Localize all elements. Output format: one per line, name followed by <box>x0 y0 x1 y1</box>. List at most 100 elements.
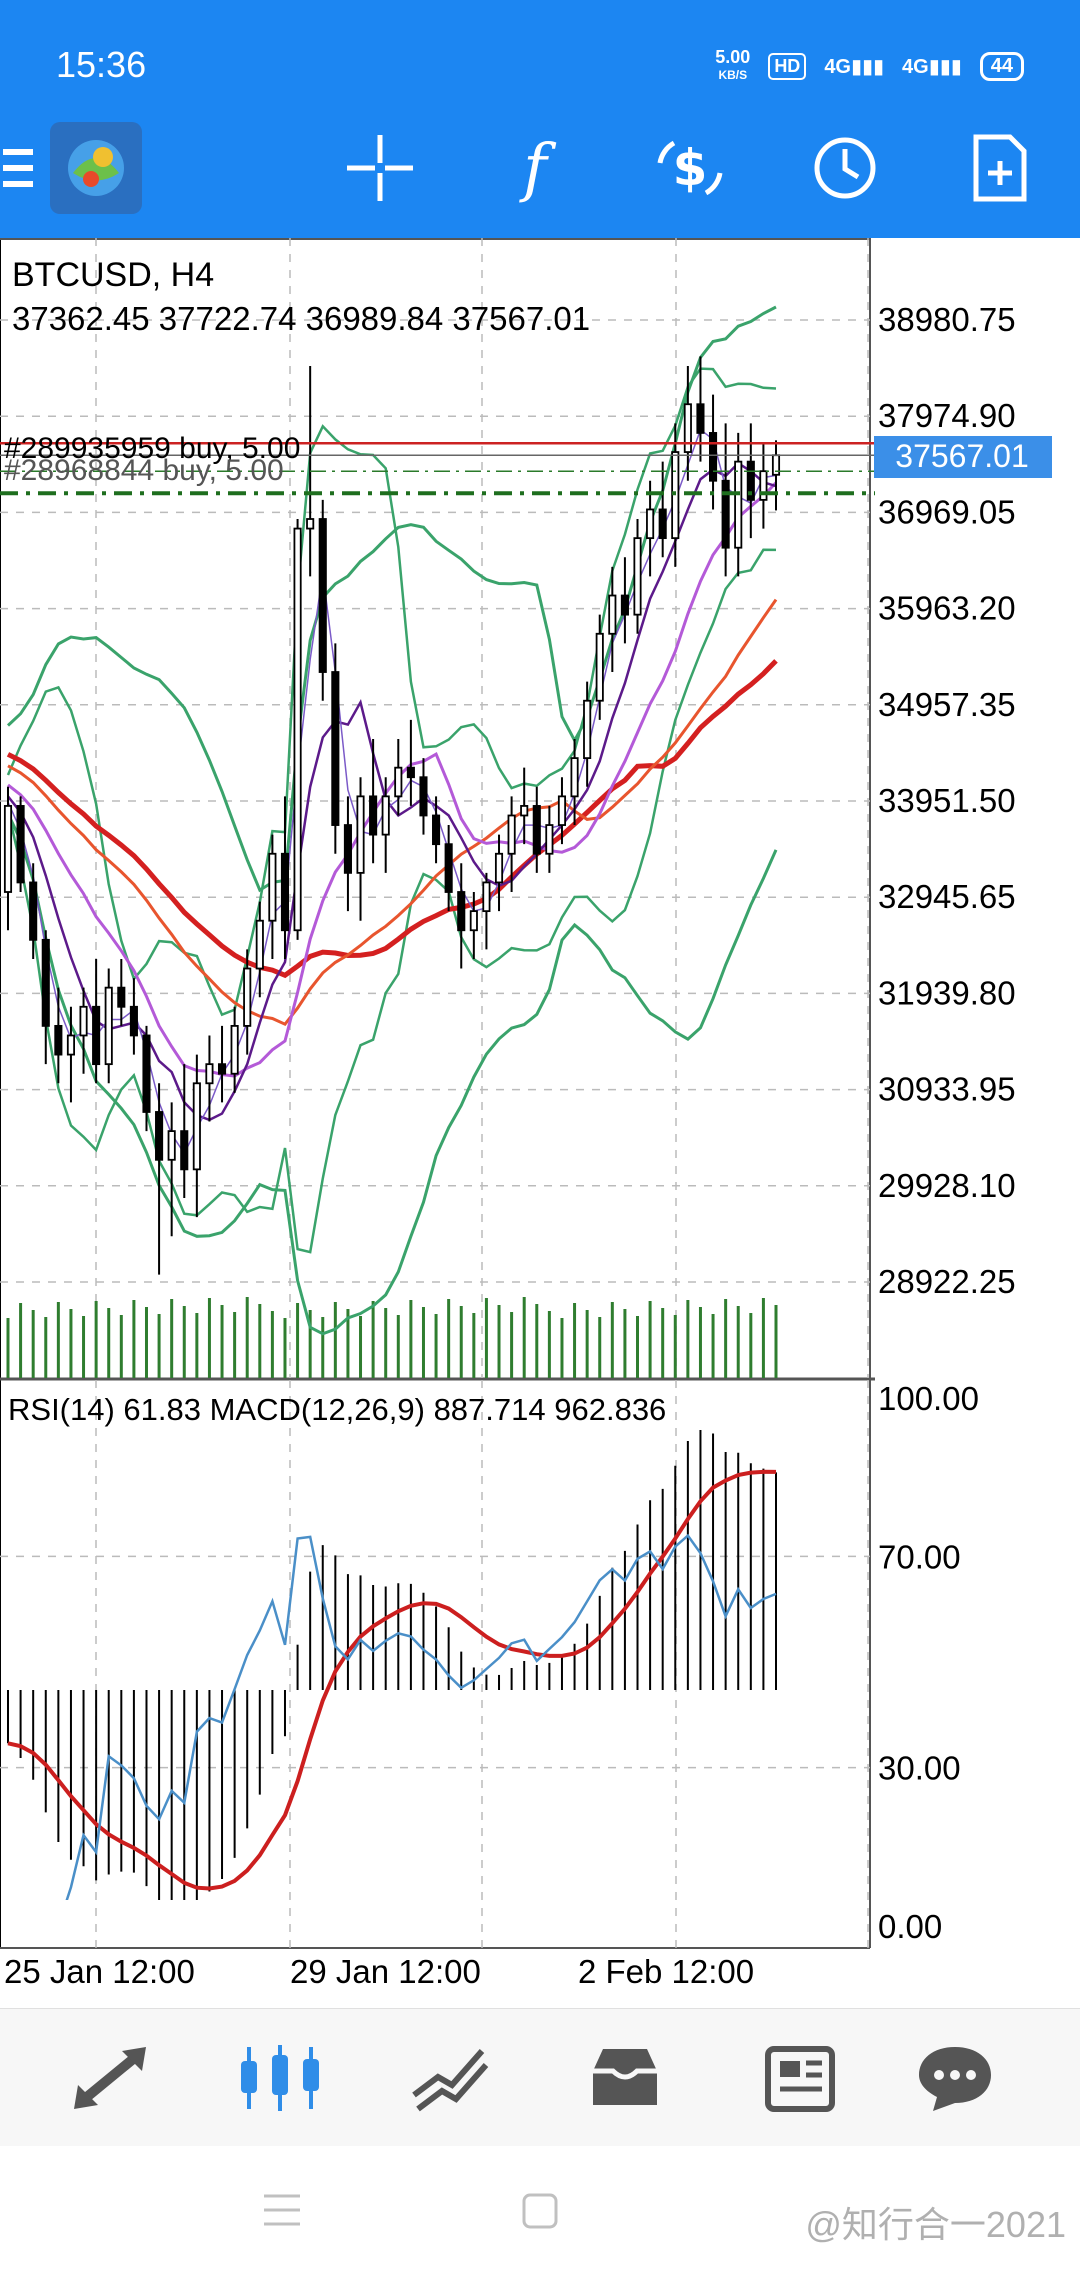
candle-11 <box>142 1025 151 1132</box>
bollinger-lower-fast <box>6 548 777 1254</box>
home-button[interactable] <box>521 2192 559 2235</box>
candle-46 <box>583 681 592 787</box>
chat-icon[interactable] <box>880 2009 1030 2147</box>
price-tick-7: 31939.80 <box>878 974 1016 1011</box>
candle-19 <box>243 949 252 1055</box>
candle-18 <box>230 1006 239 1093</box>
trade-icon[interactable]: $ <box>640 118 740 218</box>
candle-38 <box>482 872 491 950</box>
macd-signal-line <box>7 1469 777 1891</box>
menu-icon[interactable] <box>0 118 40 218</box>
template-icon[interactable] <box>950 118 1050 218</box>
trade-tab-icon[interactable] <box>375 2009 525 2147</box>
quotes-icon[interactable] <box>35 2009 185 2147</box>
candle-8 <box>104 968 113 1084</box>
indicator-tick-2: 30.00 <box>878 1750 961 1787</box>
candle-60 <box>759 442 768 529</box>
candle-61 <box>771 440 781 511</box>
watermark: @知行合一2021 <box>805 2204 1066 2245</box>
price-tick-6: 32945.65 <box>878 878 1016 915</box>
candle-16 <box>205 1035 214 1122</box>
history-icon[interactable] <box>550 2009 700 2147</box>
price-tick-5: 33951.50 <box>878 782 1016 819</box>
candle-40 <box>507 796 516 893</box>
candle-34 <box>432 796 441 864</box>
candle-51 <box>646 480 655 577</box>
candle-49 <box>620 557 629 644</box>
candle-14 <box>180 1064 189 1199</box>
volume-bars <box>6 1297 778 1378</box>
candle-4 <box>54 987 63 1084</box>
candle-22 <box>280 796 290 959</box>
current-price-badge: 37567.01 <box>874 436 1052 478</box>
candle-28 <box>356 777 365 921</box>
indicator-tick-3: 0.00 <box>878 1908 942 1945</box>
indicator-grid <box>0 1380 870 1948</box>
candle-3 <box>41 930 50 1065</box>
ohlc-label: 37362.45 37722.74 36989.84 37567.01 <box>12 300 590 337</box>
indicator-lines <box>7 1469 777 1900</box>
candle-29 <box>369 738 378 864</box>
svg-text:37567.01: 37567.01 <box>895 438 1028 474</box>
signal-1-icon: 4G▮▮▮ <box>824 55 885 78</box>
candle-27 <box>343 796 352 912</box>
indicator-tick-0: 100.00 <box>878 1380 979 1417</box>
price-chart[interactable]: 38980.75 37974.90 36969.05 35963.20 34957.35… <box>0 238 1080 2008</box>
candles <box>3 356 781 1275</box>
date-label-2: 2 Feb 12:00 <box>578 1953 754 1990</box>
price-tick-4: 34957.35 <box>878 686 1016 723</box>
candle-59 <box>746 423 755 539</box>
price-tick-3: 35963.20 <box>878 590 1016 627</box>
indicator-label: RSI(14) 61.83 MACD(12,26,9) 887.714 962.… <box>8 1392 666 1427</box>
ma-slow <box>6 659 778 979</box>
candle-41 <box>520 767 529 845</box>
order-label-2[interactable]: #28968844 buy, 5.00 <box>4 454 284 487</box>
candle-15 <box>192 1054 201 1218</box>
bollinger-upper <box>6 305 777 893</box>
candle-0 <box>3 786 13 931</box>
crosshair-icon[interactable] <box>330 118 430 218</box>
candle-50 <box>633 519 642 634</box>
chart-tab-icon[interactable] <box>205 2009 355 2147</box>
hd-badge: HD <box>768 52 807 80</box>
candle-23 <box>293 519 302 940</box>
price-tick-2: 36969.05 <box>878 493 1016 530</box>
candle-5 <box>66 1006 75 1103</box>
candle-31 <box>394 738 403 816</box>
chart-area[interactable]: 38980.75 37974.90 36969.05 35963.20 34957.35… <box>0 238 1080 2008</box>
candle-25 <box>318 499 327 701</box>
price-tick-1: 37974.90 <box>878 397 1016 434</box>
signal-2-icon: 4G▮▮▮ <box>902 55 962 78</box>
candle-48 <box>608 566 617 673</box>
period-icon[interactable] <box>795 118 895 218</box>
candle-13 <box>167 1102 176 1237</box>
candle-42 <box>532 786 541 873</box>
candle-44 <box>557 777 567 845</box>
news-icon[interactable] <box>725 2009 875 2147</box>
bollinger-lower <box>6 813 778 1336</box>
symbol-label: BTCUSD, H4 <box>12 256 214 294</box>
candle-26 <box>331 643 340 854</box>
candle-10 <box>129 978 138 1055</box>
candle-43 <box>545 805 554 873</box>
ma-medium <box>7 598 778 1027</box>
date-label-0: 25 Jan 12:00 <box>4 1953 195 1990</box>
order-lines <box>0 441 875 496</box>
candle-58 <box>734 432 743 577</box>
candle-20 <box>255 901 264 998</box>
candle-7 <box>92 958 101 1084</box>
candle-33 <box>419 758 428 835</box>
app-logo[interactable] <box>46 118 146 218</box>
ma-violet <box>7 481 778 1078</box>
battery-icon: 44 <box>979 51 1024 81</box>
indicator-tick-1: 70.00 <box>878 1538 961 1575</box>
price-tick-8: 30933.95 <box>878 1071 1016 1108</box>
svg-text:$: $ <box>673 139 708 197</box>
candle-6 <box>79 987 88 1074</box>
order-label-1[interactable]: #289935959 buy, 5.00 <box>4 432 300 465</box>
candle-39 <box>494 834 504 912</box>
recents-button[interactable] <box>262 2192 302 2233</box>
candle-37 <box>469 892 478 959</box>
indicators-icon[interactable]: f <box>523 131 547 205</box>
candle-32 <box>406 719 415 806</box>
